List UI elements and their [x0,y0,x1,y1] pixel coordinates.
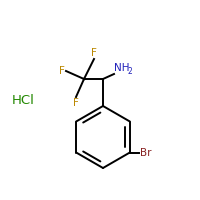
Text: NH: NH [114,63,130,73]
Text: F: F [73,98,79,108]
Text: Br: Br [140,148,151,158]
Text: F: F [91,48,97,58]
Text: F: F [59,66,65,76]
Text: 2: 2 [128,67,132,76]
Text: HCl: HCl [12,95,34,108]
